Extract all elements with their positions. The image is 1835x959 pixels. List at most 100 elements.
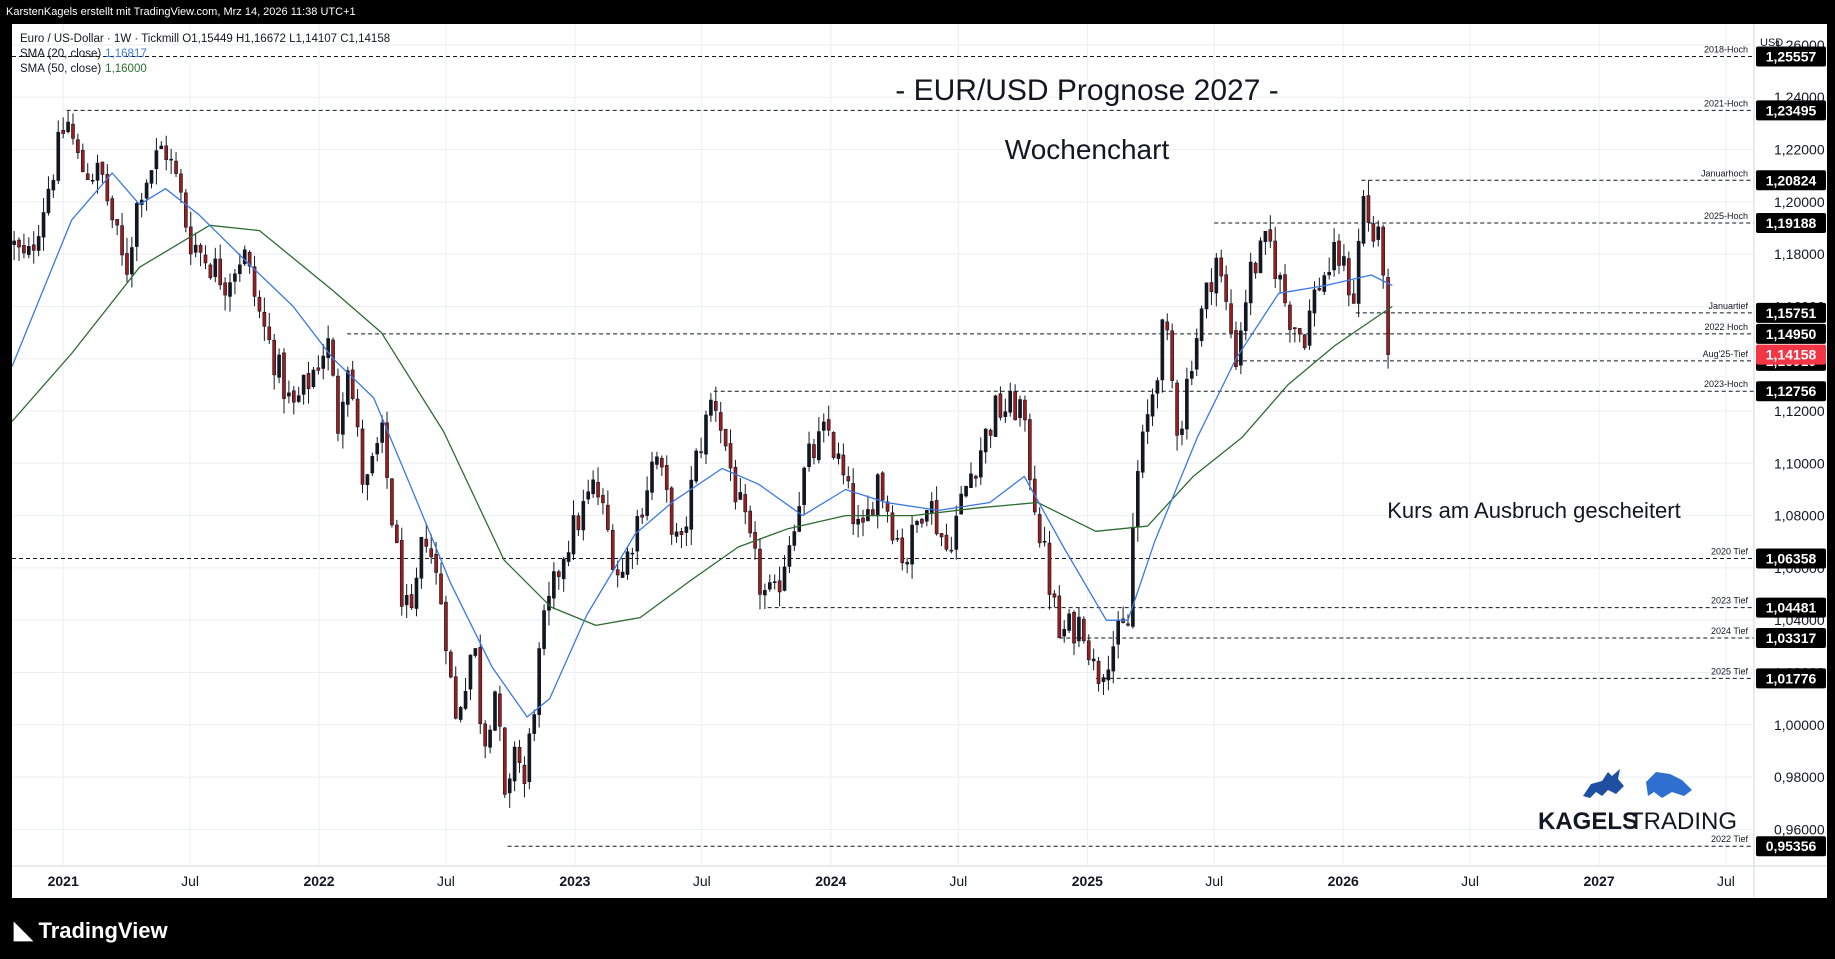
candle-body	[1351, 293, 1356, 304]
candle-body	[728, 443, 733, 469]
x-tick-label: 2024	[815, 873, 846, 889]
candle-body	[120, 225, 124, 256]
candle-body	[311, 369, 316, 387]
candle-body	[100, 161, 105, 175]
level-label: 2020 Tief	[1711, 547, 1749, 557]
candle-body	[738, 492, 743, 500]
candle-body	[1361, 196, 1366, 244]
candle-body	[203, 254, 208, 264]
last-price-label: 1,14158	[1766, 347, 1817, 363]
level-label: 2022 Tief	[1711, 834, 1749, 844]
x-tick-label: Jul	[693, 873, 711, 889]
candle-body	[880, 472, 885, 501]
candle-body	[301, 374, 306, 395]
candle-body	[1307, 310, 1312, 346]
chart-panel[interactable]: 2018-Hoch 2021-Hoch Januarhoch 2025-Hoch Jan…	[12, 24, 1827, 898]
candle-body	[1194, 338, 1199, 370]
candle-body	[218, 258, 223, 286]
candle-body	[527, 733, 532, 783]
candle-body	[365, 474, 370, 486]
candle-body	[1082, 618, 1086, 642]
candle-body	[1332, 242, 1336, 271]
candle-body	[296, 395, 301, 402]
candle-body	[502, 727, 507, 795]
candle-body	[964, 485, 968, 497]
x-tick-label: Jul	[437, 873, 455, 889]
y-tick-label: 1,20000	[1774, 194, 1825, 210]
tradingview-logo-text: TradingView	[38, 917, 168, 943]
level-label: 2023 Tief	[1711, 596, 1749, 606]
candle-body	[709, 399, 713, 416]
candle-body	[1013, 391, 1017, 421]
price-label: 1,25557	[1766, 49, 1817, 65]
candle-body	[1288, 304, 1292, 330]
candle-body	[566, 552, 571, 562]
candle-body	[370, 455, 375, 474]
chart-title: - EUR/USD Prognose 2027 -	[895, 74, 1279, 107]
candle-body	[1278, 274, 1282, 280]
candle-body	[1028, 419, 1032, 481]
candle-body	[615, 569, 620, 576]
candle-body	[807, 443, 811, 467]
sma20-line	[12, 172, 1393, 718]
candle-body	[1302, 334, 1307, 349]
candle-body	[591, 479, 595, 495]
candle-body	[929, 501, 934, 513]
candle-body	[1067, 613, 1071, 631]
sma50-legend[interactable]: SMA (50, close) 1,16000	[20, 62, 390, 77]
candle-body	[1356, 240, 1361, 304]
candle-body	[144, 182, 149, 199]
x-tick-label: 2023	[559, 873, 590, 889]
candle-body	[1204, 282, 1209, 310]
candle-body	[61, 129, 65, 134]
footer-bar: ◣ TradingView	[0, 898, 1835, 959]
price-label: 1,03317	[1766, 630, 1817, 646]
candle-body	[846, 476, 851, 482]
candle-body	[1101, 677, 1106, 682]
candle-body	[596, 482, 600, 498]
candle-body	[552, 571, 556, 599]
candle-body	[228, 282, 232, 297]
candle-body	[507, 778, 512, 794]
chart-canvas[interactable]: 2018-Hoch 2021-Hoch Januarhoch 2025-Hoch Jan…	[12, 24, 1827, 898]
candle-body	[767, 582, 772, 590]
candle-body	[1342, 256, 1346, 266]
candle-body	[336, 375, 340, 434]
candle-body	[782, 566, 787, 591]
candle-body	[1106, 669, 1111, 681]
candle-body	[1057, 595, 1062, 638]
candle-body	[179, 173, 183, 193]
candle-body	[763, 590, 767, 596]
candle-body	[1052, 593, 1057, 598]
candle-body	[699, 451, 703, 454]
sma20-legend[interactable]: SMA (20, close) 1,16817	[20, 47, 390, 62]
symbol-ohlc-line: Euro / US-Dollar · 1W · Tickmill O1,1544…	[20, 33, 391, 45]
x-tick-label: 2022	[303, 873, 334, 889]
candle-body	[375, 443, 380, 455]
candle-body	[326, 338, 330, 358]
candle-body	[429, 548, 434, 558]
candle-body	[488, 729, 492, 748]
candle-body	[233, 273, 237, 282]
candle-body	[787, 545, 792, 567]
candle-body	[1243, 302, 1248, 332]
level-label: Aug'25-Tief	[1703, 349, 1749, 359]
candle-body	[630, 552, 635, 555]
candle-body	[556, 571, 561, 577]
candle-body	[900, 537, 905, 564]
candle-body	[910, 524, 914, 565]
candle-body	[812, 444, 816, 459]
price-label-box	[1756, 170, 1826, 191]
y-tick-label: 1,22000	[1774, 142, 1825, 158]
candle-body	[56, 131, 61, 181]
price-label-box	[1756, 668, 1826, 689]
chart-legend: Euro / US-Dollar · 1W · Tickmill O1,1544…	[20, 32, 390, 77]
candle-body	[66, 121, 70, 133]
candle-body	[1126, 623, 1130, 626]
candle-body	[1317, 287, 1322, 291]
candle-body	[1268, 229, 1273, 242]
tradingview-logo[interactable]: ◣ TradingView	[14, 916, 168, 945]
candle-body	[915, 521, 919, 526]
price-label-box	[1756, 302, 1826, 323]
candle-body	[1023, 399, 1027, 421]
